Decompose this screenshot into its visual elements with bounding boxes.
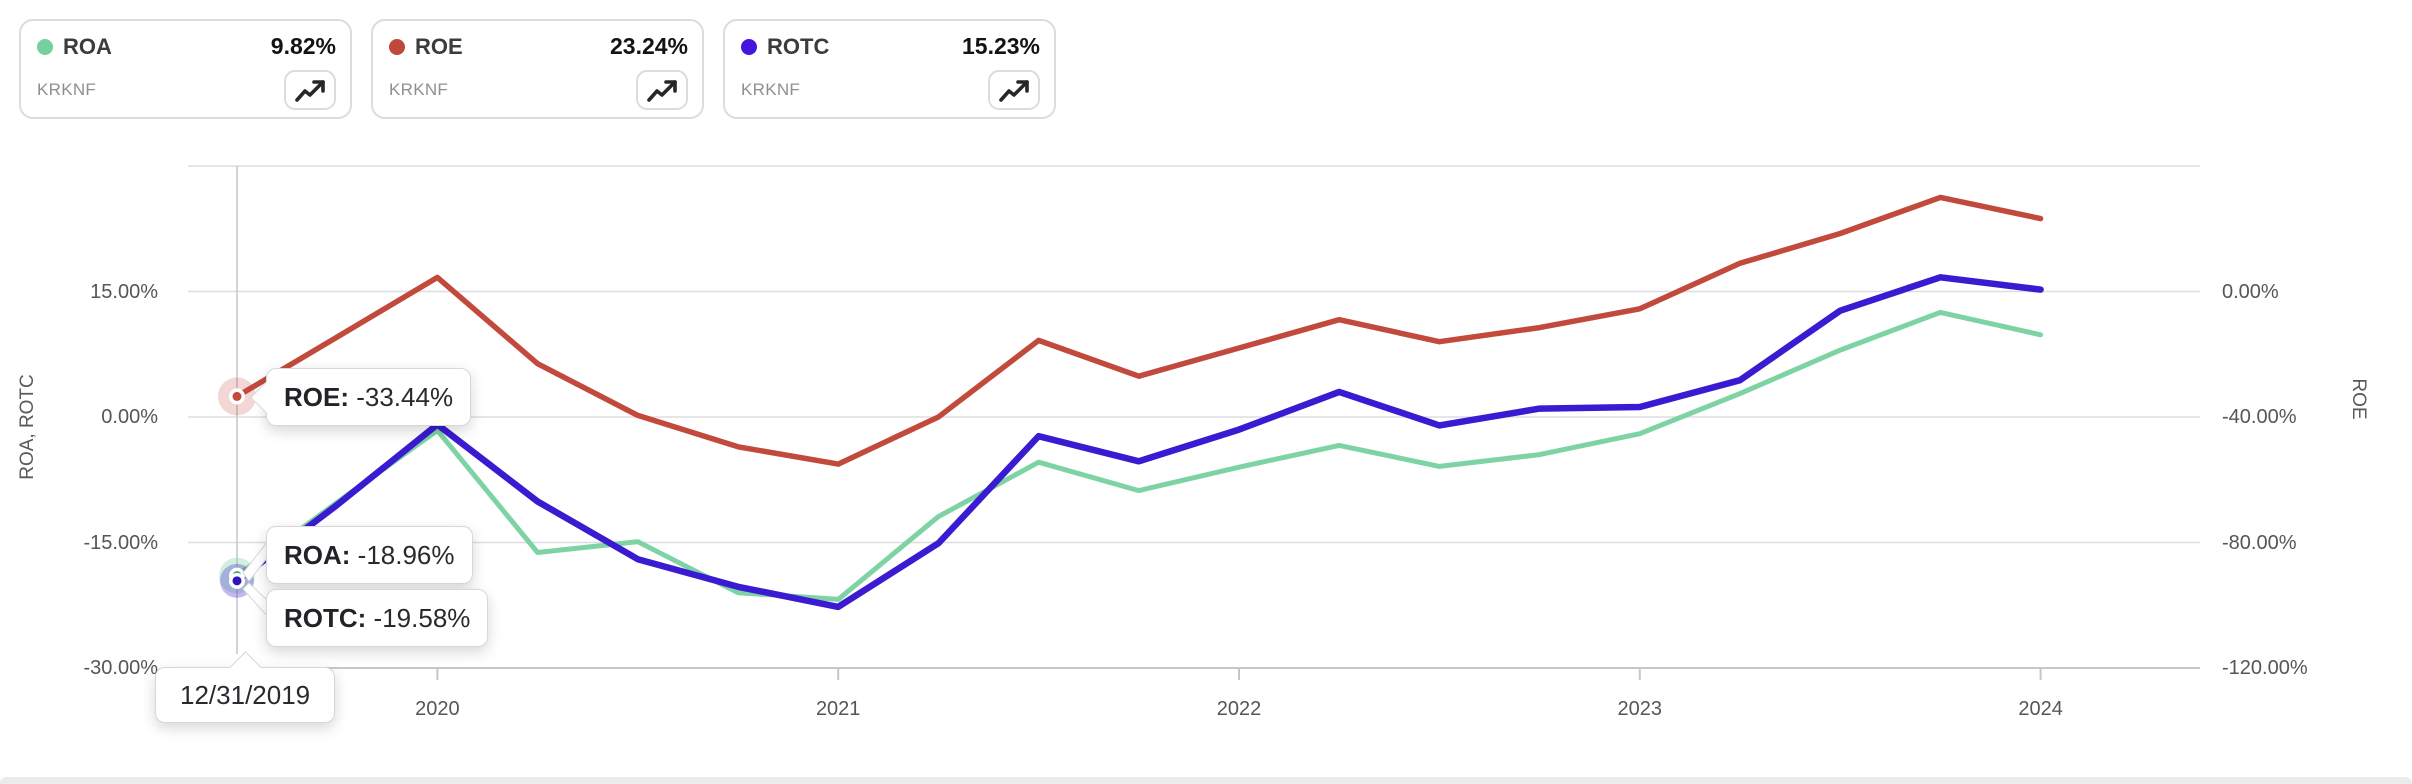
tooltip-value: -19.58% <box>366 603 471 633</box>
metric-card-label: ROE <box>415 33 463 59</box>
tooltip-tail <box>242 582 269 619</box>
tooltip-roa: ROA: -18.96% <box>266 526 473 584</box>
roe-marker-core <box>232 391 242 401</box>
tooltip-roe: ROE: -33.44% <box>250 368 472 426</box>
left-axis-tick-label: -15.00% <box>83 531 159 554</box>
metric-card-roe[interactable]: ROE 23.24% KRKNF <box>371 19 704 119</box>
ticker-symbol: KRKNF <box>37 80 97 99</box>
trending-up-icon <box>647 79 677 102</box>
right-axis-tick-label: -40.00% <box>2222 406 2297 428</box>
right-axis-tick-label: -80.00% <box>2222 531 2297 554</box>
tooltip-date: 12/31/2019 <box>155 651 336 723</box>
metric-card-value: 15.23% <box>961 33 1040 59</box>
rotc-marker-core <box>232 576 242 586</box>
tooltip-value: -33.44% <box>349 382 454 412</box>
metric-card-value: 23.24% <box>609 33 688 59</box>
trend-chart-button[interactable] <box>636 70 688 110</box>
left-axis-title: ROA, ROTC <box>17 374 38 480</box>
ticker-symbol: KRKNF <box>389 80 449 99</box>
metric-card-rotc[interactable]: ROTC 15.23% KRKNF <box>723 19 1056 119</box>
roe-series-dot-icon <box>389 38 405 55</box>
left-axis-tick-label: 0.00% <box>101 406 158 428</box>
left-axis-tick-label: -30.00% <box>83 657 159 679</box>
metric-card-label: ROTC <box>767 33 830 59</box>
x-axis-year-label: 2023 <box>1617 698 1663 720</box>
ticker-symbol: KRKNF <box>741 80 801 99</box>
tooltip-label: ROE: <box>284 382 349 412</box>
trending-up-icon <box>295 79 325 102</box>
metric-card-label: ROA <box>63 33 112 59</box>
x-axis-year-label: 2020 <box>415 698 460 720</box>
series-line-roa <box>234 309 2044 602</box>
tooltip-value: -18.96% <box>350 540 455 570</box>
tooltip-label: ROTC: <box>284 603 367 633</box>
x-axis-year-label: 2021 <box>815 698 861 720</box>
trending-up-icon <box>999 79 1029 102</box>
tooltip-rotc: ROTC: -19.58% <box>266 589 489 647</box>
metric-card-value: 9.82% <box>270 33 336 59</box>
x-axis-year-label: 2024 <box>2018 698 2063 720</box>
trend-chart-button[interactable] <box>988 70 1040 110</box>
rotc-series-dot-icon <box>741 38 757 55</box>
series-line-rotc <box>233 274 2044 611</box>
tooltip-label: ROA: <box>284 540 351 570</box>
x-axis-year-label: 2022 <box>1216 698 1262 720</box>
roa-series-dot-icon <box>37 38 53 55</box>
bottom-divider <box>0 777 2412 784</box>
right-axis-title: ROE <box>2348 378 2369 420</box>
left-axis-tick-label: 15.00% <box>90 280 158 303</box>
trend-chart-button[interactable] <box>284 70 336 110</box>
series-line-roe <box>234 194 2044 467</box>
right-axis-tick-label: -120.00% <box>2222 657 2308 679</box>
right-axis-tick-label: 0.00% <box>2222 280 2279 303</box>
tooltip-date-value: 12/31/2019 <box>180 680 311 710</box>
metric-card-roa[interactable]: ROA 9.82% KRKNF <box>19 19 352 119</box>
